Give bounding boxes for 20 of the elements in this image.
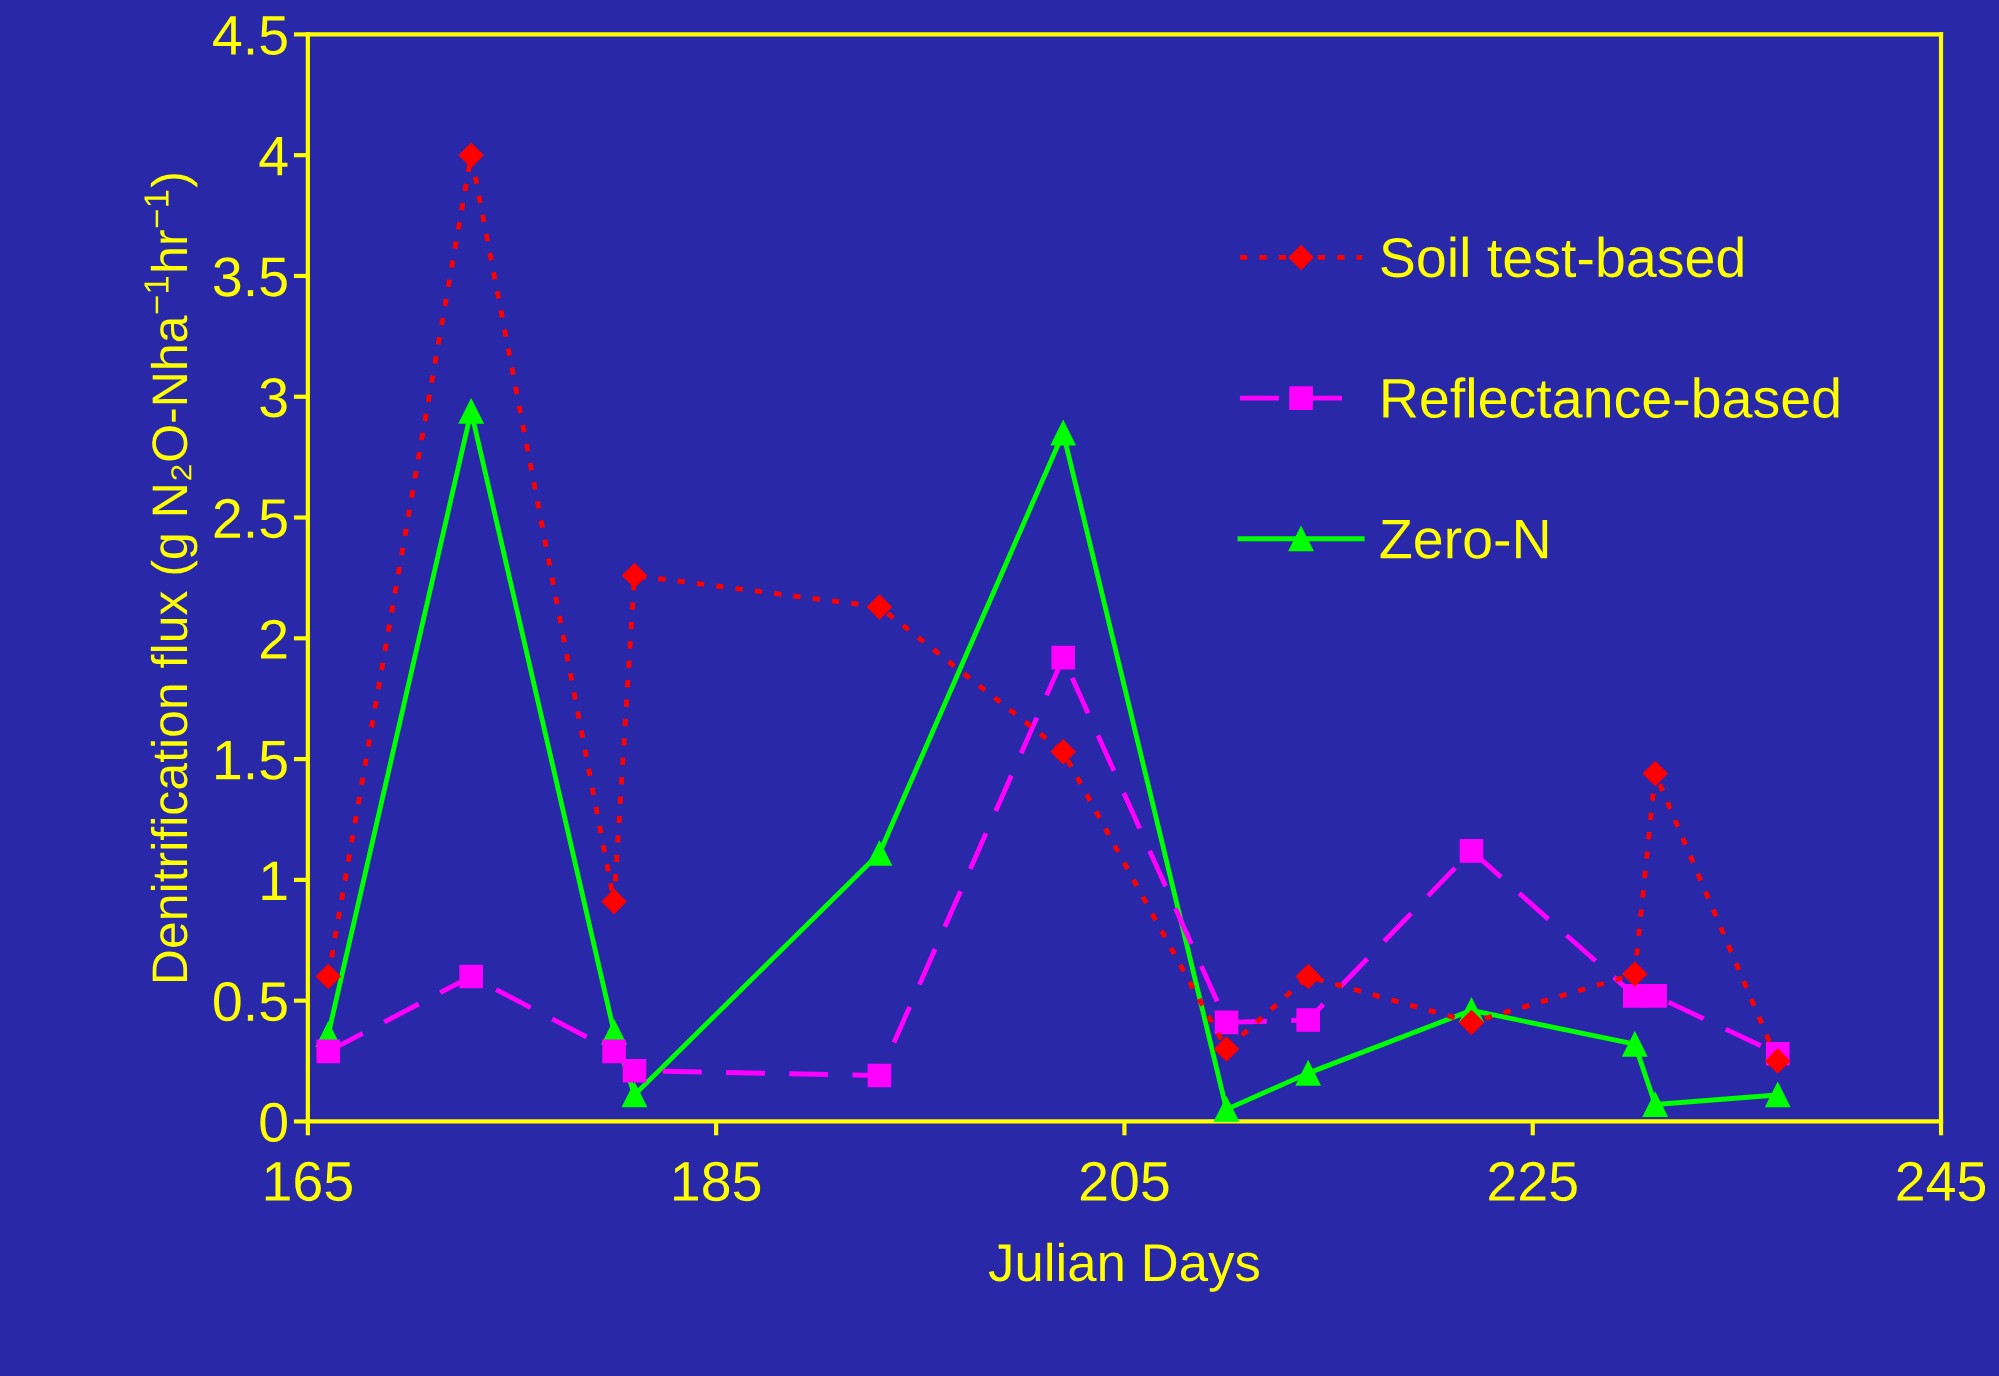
y-tick-label: 1.5 xyxy=(216,741,287,780)
x-axis-title: Julian Days xyxy=(988,1242,1259,1292)
y-tick-label: 0 xyxy=(260,1102,287,1143)
y-tick-label: 1 xyxy=(262,861,287,901)
y-tick-label: 2.5 xyxy=(214,498,287,539)
legend-label: Reflectance-based xyxy=(1383,377,1839,419)
y-tick-label: 4.5 xyxy=(213,16,287,56)
x-tick-label: 225 xyxy=(1489,1161,1577,1202)
legend-label: Soil test-based xyxy=(1381,236,1743,278)
y-tick-label: 3 xyxy=(260,378,287,418)
y-axis-title: Denitrification flux (g N₂O-Nha$^{−1}$hr$^{−1}$) xyxy=(144,174,198,982)
x-tick-label: 205 xyxy=(1080,1161,1169,1202)
y-tick-label: 3.5 xyxy=(213,257,287,297)
y-tick-label: 0.5 xyxy=(214,981,287,1022)
x-tick-label: 165 xyxy=(265,1161,352,1202)
legend-label: Zero-N xyxy=(1380,519,1548,559)
x-tick-label: 245 xyxy=(1897,1161,1986,1202)
y-tick-label: 2 xyxy=(261,619,287,659)
x-tick-label: 185 xyxy=(674,1161,761,1202)
y-tick-label: 4 xyxy=(259,137,288,176)
